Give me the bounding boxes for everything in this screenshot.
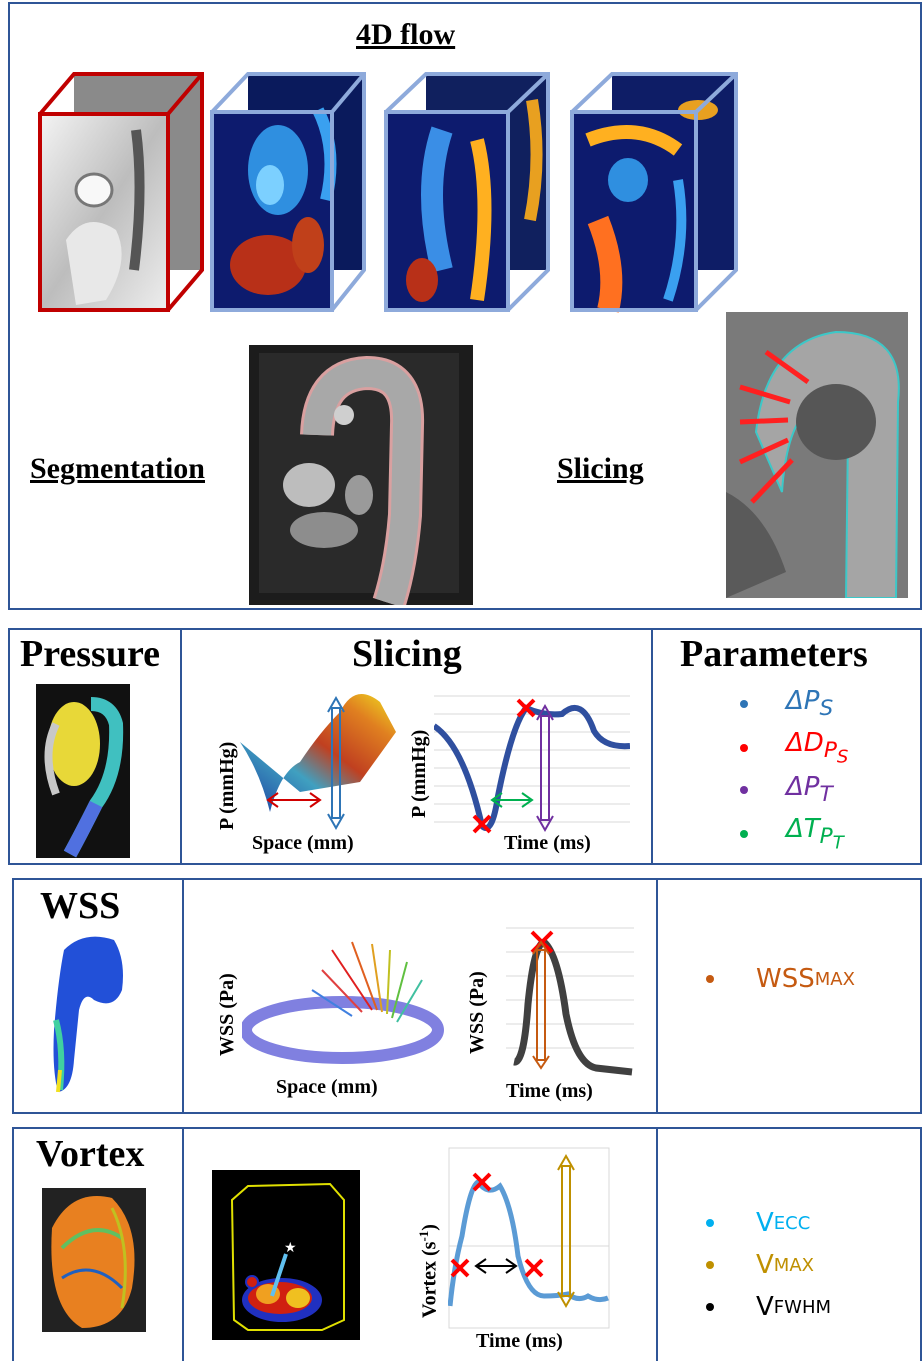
wss-space-ylabel: WSS (Pa) bbox=[216, 973, 238, 1056]
param-sub: PT bbox=[819, 824, 844, 854]
vortex-map-image: ★ bbox=[212, 1170, 360, 1340]
pressure-time-plot bbox=[434, 695, 630, 834]
wss-heading: WSS bbox=[40, 885, 121, 927]
wss-divider-2 bbox=[656, 878, 658, 1114]
velocity-x-cube bbox=[210, 72, 366, 312]
vortex-divider-2 bbox=[656, 1127, 658, 1361]
param-sub: ECC bbox=[773, 1212, 811, 1234]
magnitude-volume-cube bbox=[38, 72, 204, 312]
pressure-time-ylabel: P (mmHg) bbox=[408, 729, 430, 818]
param-sub: S bbox=[819, 696, 834, 722]
segmentation-image bbox=[249, 345, 473, 605]
wss-divider-1 bbox=[182, 878, 184, 1114]
vortex-time-plot bbox=[448, 1147, 610, 1329]
wss-time-ylabel: WSS (Pa) bbox=[466, 971, 488, 1054]
param-sub: FWHM bbox=[773, 1296, 832, 1318]
param-v-fwhm: V FWHM bbox=[706, 1292, 831, 1322]
param-v-ecc: V ECC bbox=[706, 1208, 810, 1238]
param-main: V bbox=[756, 1292, 774, 1322]
param-delta-pt: ΔPT bbox=[740, 772, 833, 807]
param-main: V bbox=[756, 1250, 774, 1280]
wss-row bbox=[12, 878, 922, 1114]
param-main: ΔD bbox=[786, 728, 824, 758]
param-main: ΔP bbox=[786, 772, 820, 802]
vortex-row bbox=[12, 1127, 922, 1361]
pressure-heading: Pressure bbox=[20, 633, 161, 675]
bullet-icon bbox=[740, 829, 748, 838]
param-delta-ps: ΔPS bbox=[740, 686, 833, 721]
vortex-ylabel-sup: -1 bbox=[416, 1230, 431, 1242]
pressure-space-xlabel: Space (mm) bbox=[252, 832, 354, 854]
param-main: WSS bbox=[756, 964, 815, 994]
bullet-icon bbox=[706, 1219, 714, 1227]
vortex-time-xlabel: Time (ms) bbox=[476, 1330, 563, 1352]
wss-aorta-image bbox=[53, 936, 123, 1093]
pressure-divider-1 bbox=[180, 628, 182, 865]
velocity-y-cube bbox=[384, 72, 550, 312]
slicing-label: Slicing bbox=[557, 452, 644, 485]
param-subsub: T bbox=[832, 832, 844, 854]
param-sub: T bbox=[819, 782, 833, 808]
slicing-heading: Slicing bbox=[352, 633, 462, 675]
param-subsub: S bbox=[836, 746, 849, 768]
param-main: V bbox=[756, 1208, 774, 1238]
pressure-space-ylabel: P (mmHg) bbox=[216, 741, 238, 830]
wss-time-xlabel: Time (ms) bbox=[506, 1080, 593, 1102]
param-delta-dps: ΔDPS bbox=[740, 728, 848, 768]
vortex-streamlines-image bbox=[42, 1188, 146, 1332]
pressure-row bbox=[8, 628, 922, 865]
bullet-icon bbox=[740, 699, 748, 708]
wss-time-plot bbox=[506, 927, 634, 1076]
pressure-time-xlabel: Time (ms) bbox=[504, 832, 591, 854]
param-v-max: V MAX bbox=[706, 1250, 814, 1280]
svg-text:★: ★ bbox=[284, 1240, 297, 1256]
top-panel bbox=[8, 2, 922, 610]
vortex-divider-1 bbox=[182, 1127, 184, 1361]
wss-space-vectors bbox=[242, 941, 444, 1064]
vortex-time-ylabel: Vortex (s-1) bbox=[416, 1224, 441, 1318]
pressure-divider-2 bbox=[651, 628, 653, 865]
wss-space-xlabel: Space (mm) bbox=[276, 1076, 378, 1098]
param-sub: MAX bbox=[814, 968, 855, 990]
param-sub: PS bbox=[823, 738, 849, 768]
param-main: ΔP bbox=[786, 686, 820, 716]
segmentation-label: Segmentation bbox=[30, 452, 205, 485]
fourd-flow-title: 4D flow bbox=[356, 18, 456, 51]
bullet-icon bbox=[740, 785, 748, 794]
bullet-icon bbox=[706, 1303, 714, 1311]
param-sub: MAX bbox=[773, 1254, 814, 1276]
velocity-z-cube bbox=[570, 72, 738, 313]
bullet-icon bbox=[706, 975, 714, 983]
bullet-icon bbox=[706, 1261, 714, 1269]
vortex-heading: Vortex bbox=[36, 1133, 145, 1175]
slicing-render-image bbox=[726, 312, 908, 598]
parameters-heading: Parameters bbox=[680, 633, 868, 675]
pressure-field-image bbox=[36, 684, 130, 858]
param-delta-tpt: ΔTPT bbox=[740, 814, 844, 854]
bullet-icon bbox=[740, 743, 748, 752]
pressure-space-surface bbox=[240, 694, 396, 831]
param-main: ΔT bbox=[786, 814, 820, 844]
param-wss-max: WSS MAX bbox=[706, 964, 855, 994]
